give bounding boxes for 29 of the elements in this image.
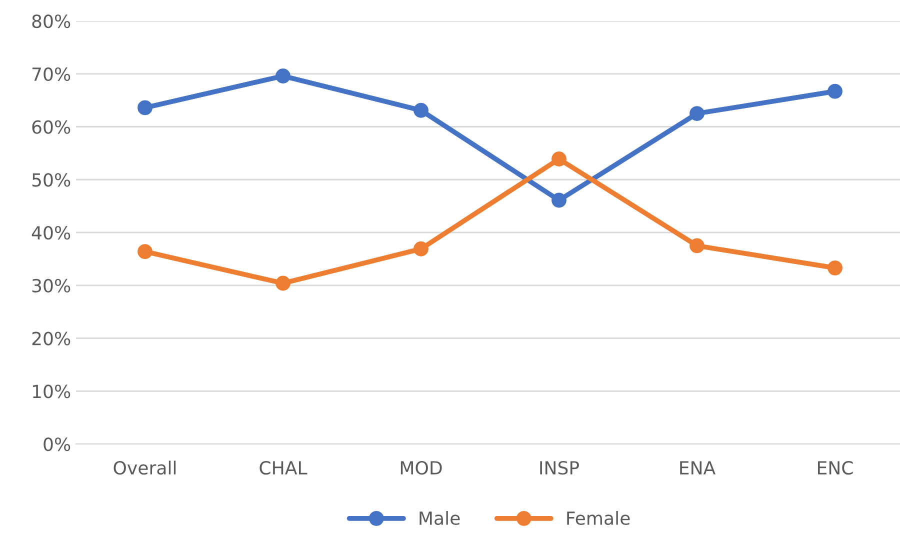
y-tick-label: 60% xyxy=(32,120,70,134)
y-tick-label: 80% xyxy=(32,14,70,28)
x-tick-label: INSP xyxy=(540,460,579,475)
x-tick-label: ENA xyxy=(680,461,716,474)
point xyxy=(828,260,842,276)
legend-label: Female xyxy=(567,511,630,525)
y-tick-label: 70% xyxy=(32,67,70,81)
y-tick-label: 0% xyxy=(44,437,70,452)
y-tick-label: 30% xyxy=(32,278,70,292)
point xyxy=(690,106,704,121)
point xyxy=(690,238,704,254)
legend-label: Male xyxy=(420,511,460,525)
point xyxy=(138,244,152,259)
x-tick-label: Overall xyxy=(114,460,176,475)
y-tick-label: 40% xyxy=(32,226,70,240)
point xyxy=(276,276,290,291)
x-tick-label: ENC xyxy=(818,460,853,475)
point xyxy=(552,152,566,166)
point xyxy=(414,102,428,118)
y-tick-label: 20% xyxy=(32,332,70,346)
y-tick-label: 10% xyxy=(32,384,70,398)
y-tick-label: 50% xyxy=(32,173,70,187)
x-tick-label: CHAL xyxy=(260,460,308,475)
point xyxy=(276,68,290,84)
point xyxy=(828,84,842,99)
point xyxy=(138,100,152,116)
point xyxy=(552,192,566,208)
point xyxy=(414,241,428,256)
x-tick-label: MOD xyxy=(400,460,442,475)
